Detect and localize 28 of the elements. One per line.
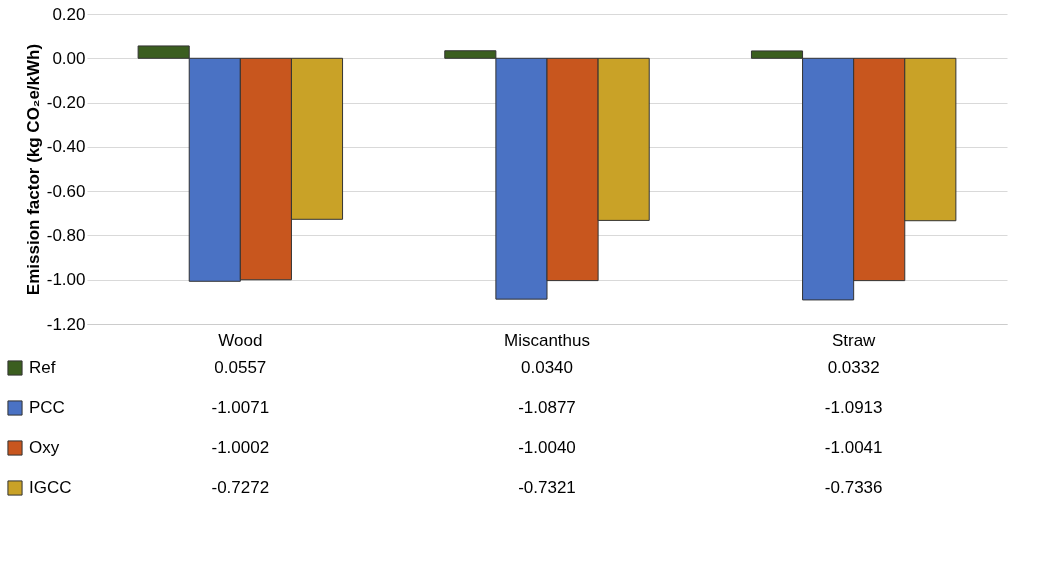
data-label: 0.0340 — [521, 358, 573, 377]
y-tick-label: 0.00 — [52, 48, 86, 68]
legend-label: Oxy — [29, 438, 60, 457]
data-label: 0.0557 — [214, 358, 267, 377]
data-label: -1.0071 — [211, 398, 270, 417]
data-label: -0.7272 — [211, 478, 270, 497]
data-label: -0.7321 — [518, 478, 576, 497]
legend-label: PCC — [29, 398, 65, 417]
y-tick-label: -0.80 — [46, 225, 86, 245]
data-label: -1.0040 — [518, 438, 576, 457]
y-tick-label: 0.20 — [52, 4, 86, 24]
legend-label: Ref — [29, 358, 56, 377]
y-tick-label: -0.60 — [46, 181, 86, 201]
y-tick-label: -0.20 — [46, 93, 86, 113]
data-label: 0.0332 — [827, 358, 880, 377]
y-tick-label: -0.40 — [46, 137, 86, 157]
x-tick-label: Wood — [218, 330, 263, 350]
legend-label: IGCC — [29, 478, 72, 497]
data-label: -1.0041 — [824, 438, 883, 457]
y-axis-title: Emission factor (kg CO₂e/kWh) — [23, 43, 43, 296]
x-tick-label: Straw — [831, 330, 877, 350]
data-label: -1.0913 — [824, 398, 883, 417]
x-tick-label: Miscanthus — [504, 330, 590, 350]
y-tick-label: -1.00 — [46, 270, 86, 290]
data-label: -0.7336 — [824, 478, 883, 497]
data-label: -1.0877 — [518, 398, 576, 417]
data-label: -1.0002 — [211, 438, 270, 457]
y-tick-label: -1.20 — [46, 314, 86, 334]
